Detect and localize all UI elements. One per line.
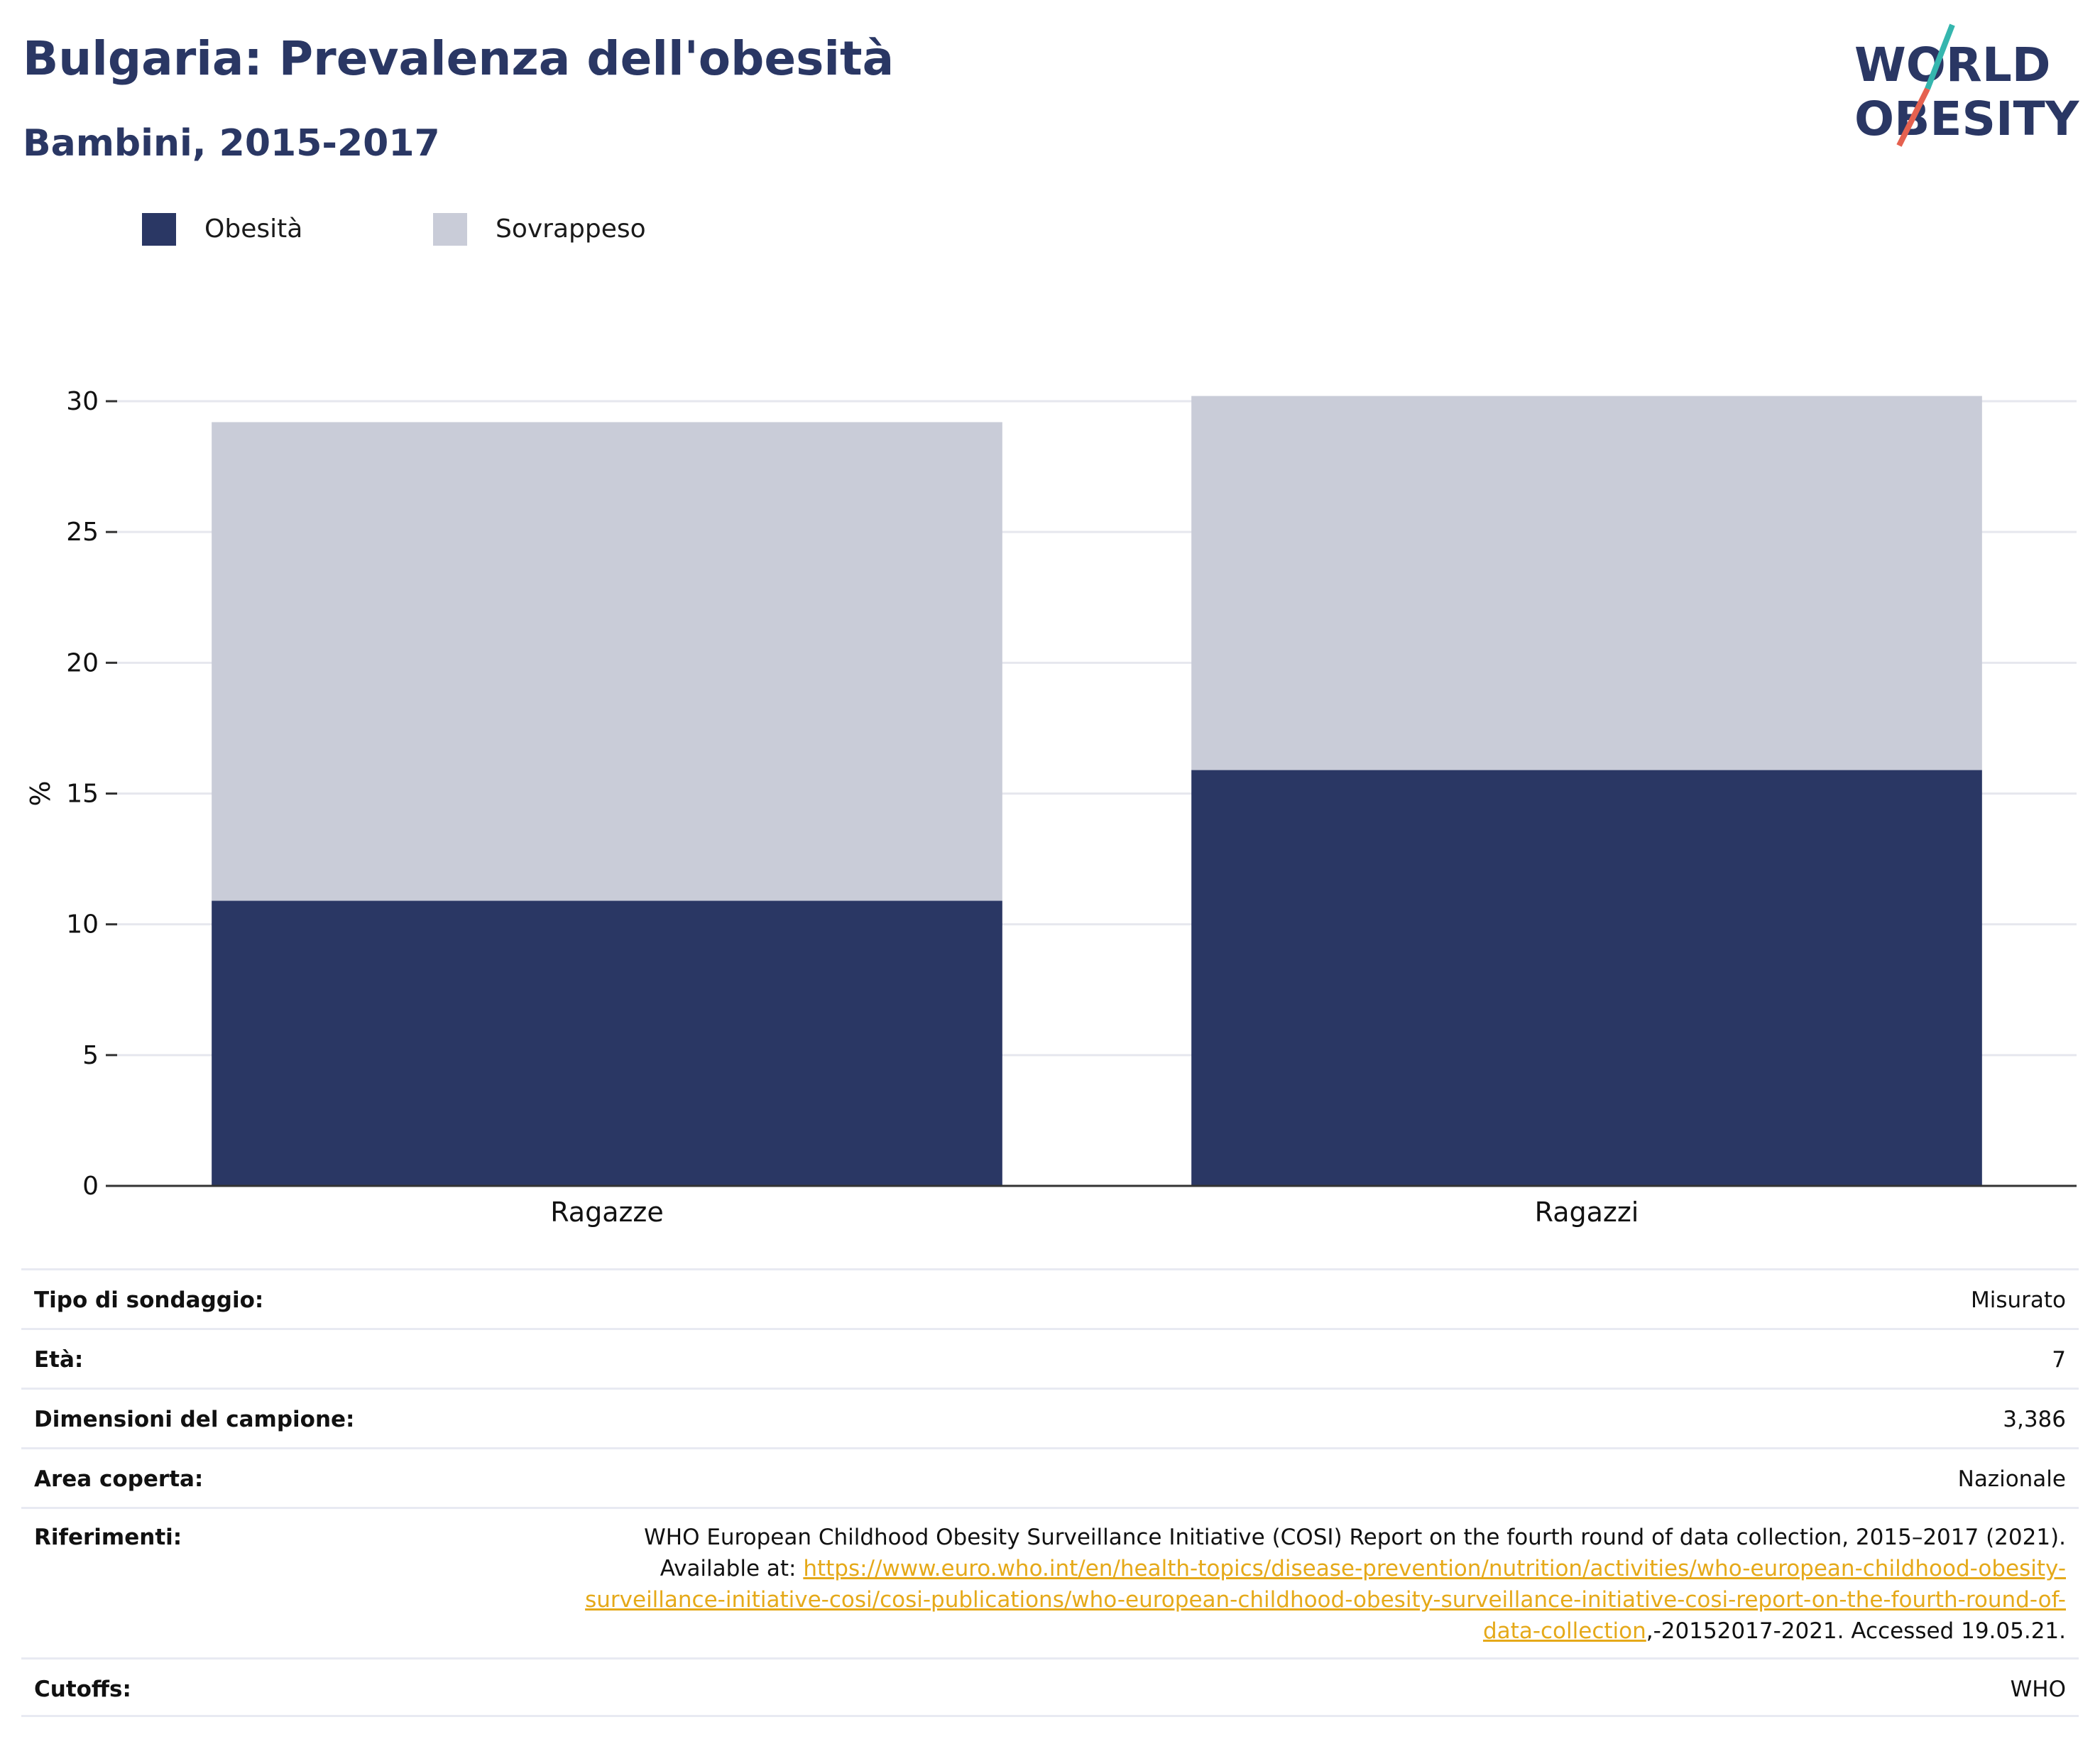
- meta-value-area: Nazionale: [1957, 1466, 2066, 1492]
- stacked-bar-chart: 0 5 10 15 20 25 30% Ragazze Ragazzi: [25, 387, 2077, 1228]
- reference-available-at: Available at:: [660, 1556, 804, 1581]
- y-tick-label: 15: [66, 780, 99, 809]
- chart-subtitle: Bambini, 2015-2017: [23, 122, 440, 165]
- reference-accessed: ,-20152017-2021. Accessed 19.05.21.: [1646, 1618, 2066, 1644]
- y-axis-label: %: [25, 780, 56, 806]
- logo-line2: OBESITY: [1854, 92, 2080, 146]
- meta-label-sample: Dimensioni del campione:: [34, 1407, 355, 1432]
- meta-value-survey: Misurato: [1970, 1287, 2066, 1313]
- reference-link[interactable]: https://www.euro.who.int/en/health-topic…: [585, 1556, 2066, 1644]
- bar-overweight-ragazzi: [1191, 396, 1982, 770]
- bar-obesity-ragazze: [212, 900, 1002, 1186]
- meta-row-age: Età: 7: [21, 1328, 2079, 1388]
- bar-overweight-ragazze: [212, 422, 1002, 901]
- y-tick-label: 5: [82, 1041, 99, 1070]
- legend-label-obesity: Obesità: [204, 214, 303, 244]
- logo-line1: WORLD: [1854, 38, 2051, 92]
- world-obesity-logo: WORLD OBESITY: [1854, 23, 2080, 147]
- meta-row-references: Riferimenti: WHO European Childhood Obes…: [21, 1507, 2079, 1657]
- y-tick-label: 25: [66, 518, 99, 547]
- metadata-table: Tipo di sondaggio: Misurato Età: 7 Dimen…: [21, 1268, 2079, 1717]
- y-tick-label: 0: [82, 1172, 99, 1201]
- legend-label-overweight: Sovrappeso: [496, 214, 646, 244]
- meta-value-age: 7: [2052, 1347, 2066, 1373]
- meta-value-references: WHO European Childhood Obesity Surveilla…: [575, 1522, 2066, 1647]
- x-tick-label: Ragazze: [550, 1197, 664, 1228]
- reference-text: WHO European Childhood Obesity Surveilla…: [644, 1525, 2066, 1550]
- logo-slash-top: [1925, 23, 1955, 90]
- logo-slash-bottom: [1896, 87, 1930, 147]
- meta-row-survey: Tipo di sondaggio: Misurato: [21, 1268, 2079, 1328]
- y-tick-label: 10: [66, 910, 99, 939]
- meta-label-area: Area coperta:: [34, 1466, 204, 1492]
- x-tick-label: Ragazzi: [1535, 1197, 1639, 1228]
- meta-value-sample: 3,386: [2003, 1407, 2066, 1432]
- meta-row-sample: Dimensioni del campione: 3,386: [21, 1388, 2079, 1447]
- y-tick-label: 20: [66, 648, 99, 677]
- meta-label-cutoffs: Cutoffs:: [34, 1677, 131, 1702]
- meta-row-area: Area coperta: Nazionale: [21, 1447, 2079, 1507]
- legend-swatch-obesity: [142, 213, 176, 246]
- chart-title: Bulgaria: Prevalenza dell'obesità: [23, 31, 895, 86]
- y-tick-label: 30: [66, 387, 99, 416]
- bar-obesity-ragazzi: [1191, 770, 1982, 1186]
- meta-label-references: Riferimenti:: [34, 1525, 182, 1550]
- meta-row-cutoffs: Cutoffs: WHO: [21, 1657, 2079, 1717]
- meta-value-cutoffs: WHO: [2010, 1677, 2066, 1702]
- legend-swatch-overweight: [433, 213, 467, 246]
- meta-label-age: Età:: [34, 1347, 84, 1373]
- meta-label-survey: Tipo di sondaggio:: [34, 1287, 264, 1313]
